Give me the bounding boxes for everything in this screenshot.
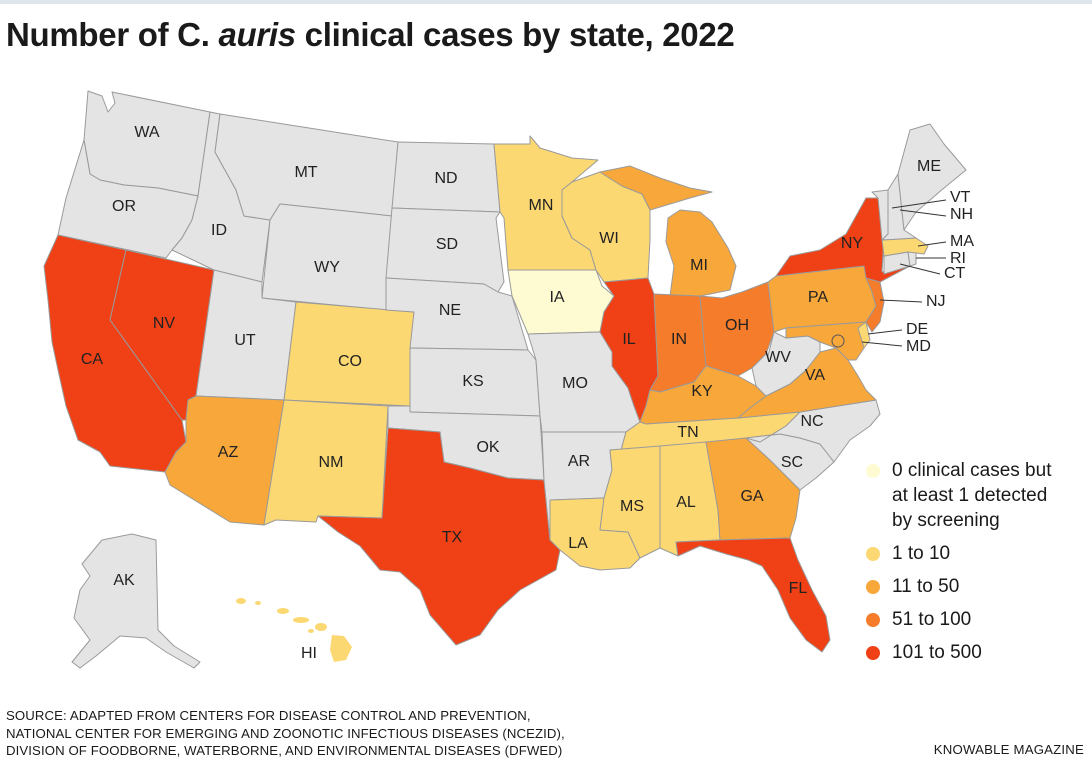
state-MS[interactable] <box>599 445 661 559</box>
state-HI[interactable] <box>236 598 352 662</box>
map-title: Number of C. auris clinical cases by sta… <box>6 16 735 53</box>
state-label-NJ: NJ <box>926 293 946 310</box>
state-ME[interactable] <box>897 123 967 231</box>
legend: 0 clinical cases but at least 1 detected… <box>866 458 1051 673</box>
legend-label-51-100: 51 to 100 <box>892 609 972 630</box>
legend-label-101-500: 101 to 500 <box>892 642 982 663</box>
state-label-LA: LA <box>568 535 588 552</box>
state-label-NM: NM <box>319 454 344 471</box>
state-label-SC: SC <box>781 454 803 471</box>
state-label-OH: OH <box>725 317 749 334</box>
state-label-NC: NC <box>800 413 823 430</box>
state-label-OR: OR <box>112 198 136 215</box>
state-RI[interactable] <box>907 251 917 267</box>
legend-item-11-50: 11 to 50 <box>866 574 1051 599</box>
state-label-WY: WY <box>314 259 340 276</box>
legend-item-1-10: 1 to 10 <box>866 541 1051 566</box>
leader-MD <box>861 341 903 347</box>
state-label-DE: DE <box>906 321 928 338</box>
state-MI[interactable] <box>599 165 737 297</box>
state-label-WI: WI <box>599 230 619 247</box>
state-label-NV: NV <box>153 315 176 332</box>
state-label-FL: FL <box>789 580 808 597</box>
state-WY[interactable] <box>261 203 393 311</box>
state-label-OK: OK <box>476 439 499 456</box>
state-FL[interactable] <box>675 537 831 653</box>
state-label-ID: ID <box>211 222 227 239</box>
state-label-AK: AK <box>113 572 135 589</box>
top-rule <box>0 0 1092 4</box>
state-label-CA: CA <box>81 351 104 368</box>
leader-CT <box>899 263 941 275</box>
state-label-MS: MS <box>620 498 644 515</box>
state-label-CO: CO <box>338 353 362 370</box>
state-label-GA: GA <box>740 488 763 505</box>
state-label-TN: TN <box>677 424 698 441</box>
state-NM[interactable] <box>263 399 389 526</box>
state-label-ME: ME <box>917 158 941 175</box>
leader-NJ <box>879 299 923 303</box>
legend-label-screening: 0 clinical cases but at least 1 detected… <box>892 460 1052 531</box>
legend-swatch-11-50 <box>866 580 880 594</box>
legend-label-11-50: 11 to 50 <box>892 576 960 597</box>
state-label-SD: SD <box>436 236 458 253</box>
legend-swatch-51-100 <box>866 613 880 627</box>
source-line: SOURCE: ADAPTED FROM CENTERS FOR DISEASE… <box>6 708 531 723</box>
state-label-MI: MI <box>690 257 708 274</box>
legend-item-51-100: 51 to 100 <box>866 607 1051 632</box>
state-label-WA: WA <box>134 124 160 141</box>
leader-DE <box>867 329 903 335</box>
state-label-AL: AL <box>676 494 696 511</box>
state-AK[interactable] <box>71 533 201 669</box>
state-label-MA: MA <box>950 233 974 250</box>
legend-item-101-500: 101 to 500 <box>866 640 1051 665</box>
leader-NH <box>899 209 947 217</box>
state-label-MD: MD <box>906 338 931 355</box>
state-label-IL: IL <box>622 331 635 348</box>
leader-VT <box>891 199 947 209</box>
state-label-MT: MT <box>294 164 317 181</box>
state-label-TX: TX <box>442 529 463 546</box>
source-note: SOURCE: ADAPTED FROM CENTERS FOR DISEASE… <box>6 707 565 760</box>
state-label-IA: IA <box>549 289 564 306</box>
state-label-AZ: AZ <box>218 444 239 461</box>
state-label-AR: AR <box>568 453 590 470</box>
state-NJ[interactable] <box>865 277 885 333</box>
legend-label-1-10: 1 to 10 <box>892 543 951 564</box>
state-label-CT: CT <box>944 265 966 282</box>
source-line: NATIONAL CENTER FOR EMERGING AND ZOONOTI… <box>6 725 565 741</box>
publisher-credit: KNOWABLE MAGAZINE <box>933 742 1084 757</box>
state-label-RI: RI <box>950 250 966 267</box>
legend-swatch-screening <box>866 464 880 478</box>
state-label-KS: KS <box>462 373 483 390</box>
us-map: WA OR CA NV ID MT WY UT AZ CO NM ND SD NE KS OK TX MN IA MO… <box>43 90 974 669</box>
state-label-PA: PA <box>808 289 828 306</box>
state-label-VT: VT <box>950 189 971 206</box>
state-TX[interactable] <box>317 427 561 646</box>
source-line: DIVISION OF FOODBORNE, WATERBORNE, AND E… <box>6 743 563 758</box>
state-DE[interactable] <box>857 321 871 349</box>
legend-swatch-101-500 <box>866 646 880 660</box>
state-label-VA: VA <box>805 367 825 384</box>
state-label-MN: MN <box>529 197 554 214</box>
state-label-NE: NE <box>439 302 461 319</box>
state-labels: WA OR CA NV ID MT WY UT AZ CO NM ND SD NE KS OK TX MN IA MO… <box>81 124 974 662</box>
legend-item-screening: 0 clinical cases but at least 1 detected… <box>866 458 1051 533</box>
state-label-UT: UT <box>234 332 256 349</box>
dc-marker <box>831 334 845 348</box>
state-label-KY: KY <box>691 383 713 400</box>
state-label-HI: HI <box>301 645 317 662</box>
state-label-WV: WV <box>765 349 791 366</box>
state-label-ND: ND <box>434 170 457 187</box>
legend-swatch-1-10 <box>866 547 880 561</box>
state-label-MO: MO <box>562 375 588 392</box>
state-label-IN: IN <box>671 331 687 348</box>
state-label-NY: NY <box>841 235 864 252</box>
leader-MA <box>917 241 947 247</box>
state-label-NH: NH <box>950 206 973 223</box>
